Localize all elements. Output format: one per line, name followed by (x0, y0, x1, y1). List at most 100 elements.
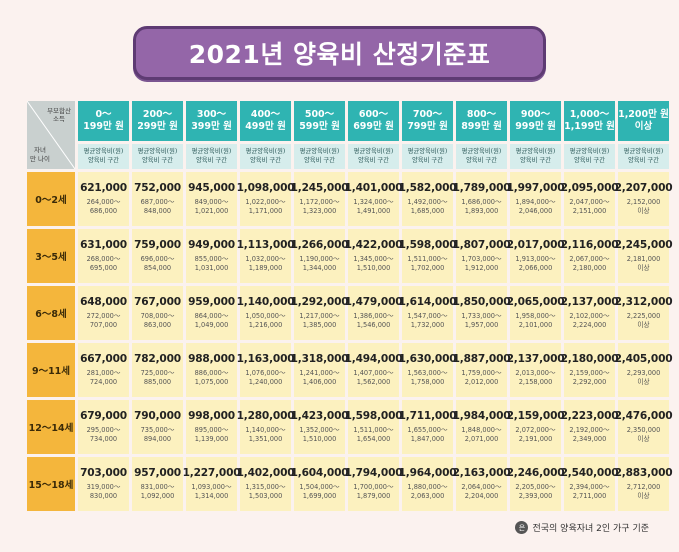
range-lower-value: 1,241,000～ (299, 368, 340, 377)
average-support-value: 631,000 (80, 238, 127, 251)
range-upper-value: 1,562,000 (356, 378, 391, 386)
average-support-value: 1,402,000 (236, 466, 295, 479)
table-cell: 1,711,000 1,655,000～ 1,847,000 (399, 400, 457, 454)
range-upper-value: 2,066,000 (518, 264, 553, 272)
range-upper-value: 1,685,000 (410, 207, 445, 215)
range-lower-value: 687,000～ (140, 197, 175, 206)
average-support-value: 2,095,000 (560, 181, 619, 194)
support-range-label: 양육비 구간 (142, 156, 173, 164)
range-lower-value: 319,000～ (86, 482, 121, 491)
range-lower-value: 895,000～ (194, 425, 229, 434)
range-lower-value: 1,492,000～ (407, 197, 448, 206)
table-cell: 2,163,000 2,064,000～ 2,204,000 (453, 457, 511, 511)
range-lower-value: 864,000～ (194, 311, 229, 320)
range-upper-value: 2,711,000 (572, 492, 607, 500)
support-range-label: 양육비 구간 (250, 156, 281, 164)
range-lower-value: 1,315,000～ (245, 482, 286, 491)
average-support-value: 2,476,000 (614, 409, 673, 422)
average-support-value: 767,000 (134, 295, 181, 308)
average-support-value: 2,159,000 (506, 409, 565, 422)
range-upper-value: 894,000 (143, 435, 172, 443)
column-subheader: 평균양육비(원) 양육비 구간 (186, 144, 237, 169)
average-support-value: 759,000 (134, 238, 181, 251)
range-lower-value: 2,192,000～ (569, 425, 610, 434)
income-column-header: 300～ 399만 원 (186, 101, 237, 141)
range-lower-value: 264,000～ (86, 197, 121, 206)
range-lower-value: 2,293,000 (626, 368, 661, 377)
income-range-start: 300～ (196, 109, 227, 121)
range-lower-value: 2,102,000～ (569, 311, 610, 320)
income-column-header: 600～ 699만 원 (348, 101, 399, 141)
support-range-label: 양육비 구간 (628, 156, 659, 164)
range-lower-value: 696,000～ (140, 254, 175, 263)
average-support-value: 1,113,000 (236, 238, 295, 251)
range-lower-value: 1,563,000～ (407, 368, 448, 377)
table-cell: 621,000 264,000～ 686,000 (78, 172, 129, 226)
average-support-value: 1,227,000 (182, 466, 241, 479)
range-upper-value: 1,503,000 (248, 492, 283, 500)
average-support-value: 2,223,000 (560, 409, 619, 422)
footnote-text: 전국의 양육자녀 2인 가구 기준 (532, 524, 649, 534)
range-upper-value: 695,000 (89, 264, 118, 272)
range-lower-value: 1,076,000～ (245, 368, 286, 377)
average-support-value: 2,207,000 (614, 181, 673, 194)
average-support-value: 2,180,000 (560, 352, 619, 365)
average-support-value: 1,794,000 (344, 466, 403, 479)
range-lower-value: 1,880,000～ (407, 482, 448, 491)
support-range-label: 양육비 구간 (574, 156, 605, 164)
table-cell: 2,883,000 2,712,000 이상 (615, 457, 673, 511)
table-cell: 782,000 725,000～ 885,000 (132, 343, 183, 397)
table-cell: 1,280,000 1,140,000～ 1,351,000 (237, 400, 295, 454)
range-lower-value: 1,345,000～ (353, 254, 394, 263)
range-upper-value: 1,893,000 (464, 207, 499, 215)
range-upper-value: 707,000 (89, 321, 118, 329)
range-lower-value: 2,350,000 (626, 425, 661, 434)
range-upper-value: 734,000 (89, 435, 118, 443)
range-lower-value: 1,848,000～ (461, 425, 502, 434)
age-row-header: 15～18세 (27, 457, 75, 511)
range-upper-value: 2,393,000 (518, 492, 553, 500)
range-lower-value: 1,386,000～ (353, 311, 394, 320)
range-lower-value: 1,958,000～ (515, 311, 556, 320)
table-cell: 1,113,000 1,032,000～ 1,189,000 (237, 229, 295, 283)
table-cell: 1,163,000 1,076,000～ 1,240,000 (237, 343, 295, 397)
range-lower-value: 272,000～ (86, 311, 121, 320)
footnote: 은 전국의 양육자녀 2인 가구 기준 (515, 521, 649, 534)
support-range-label: 양육비 구간 (196, 156, 227, 164)
range-lower-value: 2,181,000 (626, 254, 661, 263)
table-cell: 1,604,000 1,504,000～ 1,699,000 (291, 457, 349, 511)
average-support-value: 1,140,000 (236, 295, 295, 308)
table-cell: 1,266,000 1,190,000～ 1,344,000 (291, 229, 349, 283)
range-lower-value: 1,759,000～ (461, 368, 502, 377)
range-lower-value: 849,000～ (194, 197, 229, 206)
table-cell: 1,807,000 1,703,000～ 1,912,000 (453, 229, 511, 283)
table-cell: 1,789,000 1,686,000～ 1,893,000 (453, 172, 511, 226)
avg-support-label: 평균양육비(원) (83, 148, 124, 156)
range-lower-value: 855,000～ (194, 254, 229, 263)
table-cell: 767,000 708,000～ 863,000 (132, 286, 183, 340)
income-range-start: 800～ (466, 109, 497, 121)
range-upper-value: 724,000 (89, 378, 118, 386)
average-support-value: 667,000 (80, 352, 127, 365)
average-support-value: 2,245,000 (614, 238, 673, 251)
average-support-value: 2,137,000 (560, 295, 619, 308)
range-lower-value: 1,686,000～ (461, 197, 502, 206)
income-range-end: 899만 원 (461, 121, 502, 132)
range-upper-value: 2,191,000 (518, 435, 553, 443)
avg-support-label: 평균양육비(원) (461, 148, 502, 156)
income-range-end: 499만 원 (245, 121, 286, 132)
income-column-header: 400～ 499만 원 (240, 101, 291, 141)
average-support-value: 1,423,000 (290, 409, 349, 422)
age-row-header: 9～11세 (27, 343, 75, 397)
average-support-value: 1,789,000 (452, 181, 511, 194)
source-mark-icon: 은 (515, 521, 529, 534)
average-support-value: 1,997,000 (506, 181, 565, 194)
income-range-end: 699만 원 (353, 121, 394, 132)
avg-support-label: 평균양육비(원) (299, 148, 340, 156)
average-support-value: 2,883,000 (614, 466, 673, 479)
table-cell: 703,000 319,000～ 830,000 (78, 457, 129, 511)
average-support-value: 945,000 (188, 181, 235, 194)
average-support-value: 782,000 (134, 352, 181, 365)
avg-support-label: 평균양육비(원) (137, 148, 178, 156)
range-upper-value: 1,406,000 (302, 378, 337, 386)
